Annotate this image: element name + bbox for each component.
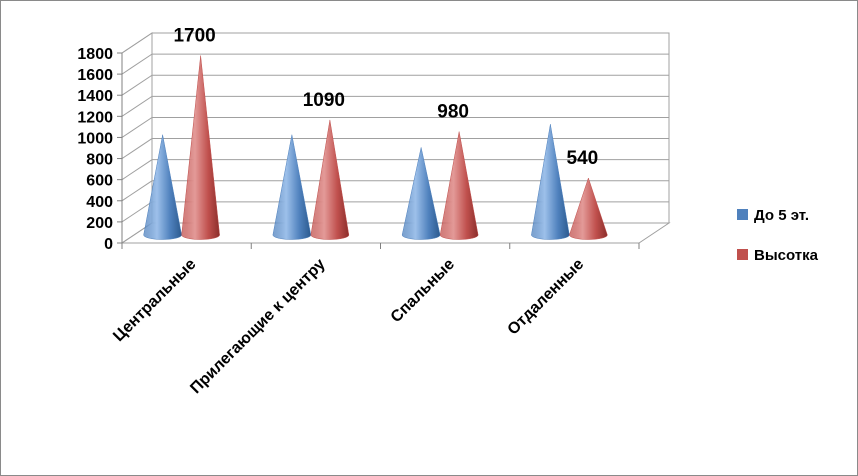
legend-item: До 5 эт. — [737, 207, 809, 224]
category-label: Центральные — [110, 256, 199, 345]
cone-series2-1 — [310, 119, 350, 240]
gridline — [121, 159, 669, 181]
gridline — [121, 138, 669, 159]
category-label: Прилегающие к центру — [187, 256, 329, 398]
gridlines — [121, 32, 669, 244]
gridline — [121, 180, 669, 202]
y-tick-label: 1400 — [77, 88, 113, 105]
cone-series2-0 — [181, 55, 220, 240]
gridline — [121, 116, 669, 138]
gridline — [121, 95, 669, 117]
y-tick-label: 600 — [86, 173, 113, 190]
data-labels: 1700 1090 980 540 — [173, 26, 598, 169]
y-tick-label: 800 — [86, 152, 113, 169]
cones — [143, 55, 608, 240]
y-tick-label: 1600 — [77, 67, 113, 84]
y-tick-label: 400 — [86, 194, 113, 211]
category-label: Отдаленные — [505, 256, 588, 339]
legend-swatch — [737, 249, 748, 260]
y-tick-label: 1800 — [77, 46, 113, 63]
gridline — [121, 53, 669, 75]
y-tick-label: 1200 — [77, 109, 113, 126]
legend-item: Высотка — [737, 247, 819, 264]
gridline — [121, 32, 669, 54]
data-label: 1700 — [173, 26, 215, 47]
value-axis: 0 200 400 600 800 1000 1200 1400 1600 1800 — [77, 46, 123, 253]
category-label: Спальные — [388, 256, 458, 326]
legend-label: Высотка — [754, 247, 819, 264]
gridline — [121, 74, 669, 96]
data-label: 980 — [437, 102, 469, 123]
y-tick-label: 1000 — [77, 130, 113, 147]
y-tick-label: 200 — [86, 215, 113, 232]
legend-label: До 5 эт. — [754, 207, 809, 224]
data-label: 540 — [567, 148, 599, 169]
legend-swatch — [737, 209, 748, 220]
cone-series2-2 — [439, 131, 479, 240]
y-tick-label: 0 — [104, 236, 113, 253]
legend: До 5 эт. Высотка — [737, 207, 819, 264]
data-label: 1090 — [303, 90, 345, 111]
cone-series2-3 — [569, 177, 608, 240]
